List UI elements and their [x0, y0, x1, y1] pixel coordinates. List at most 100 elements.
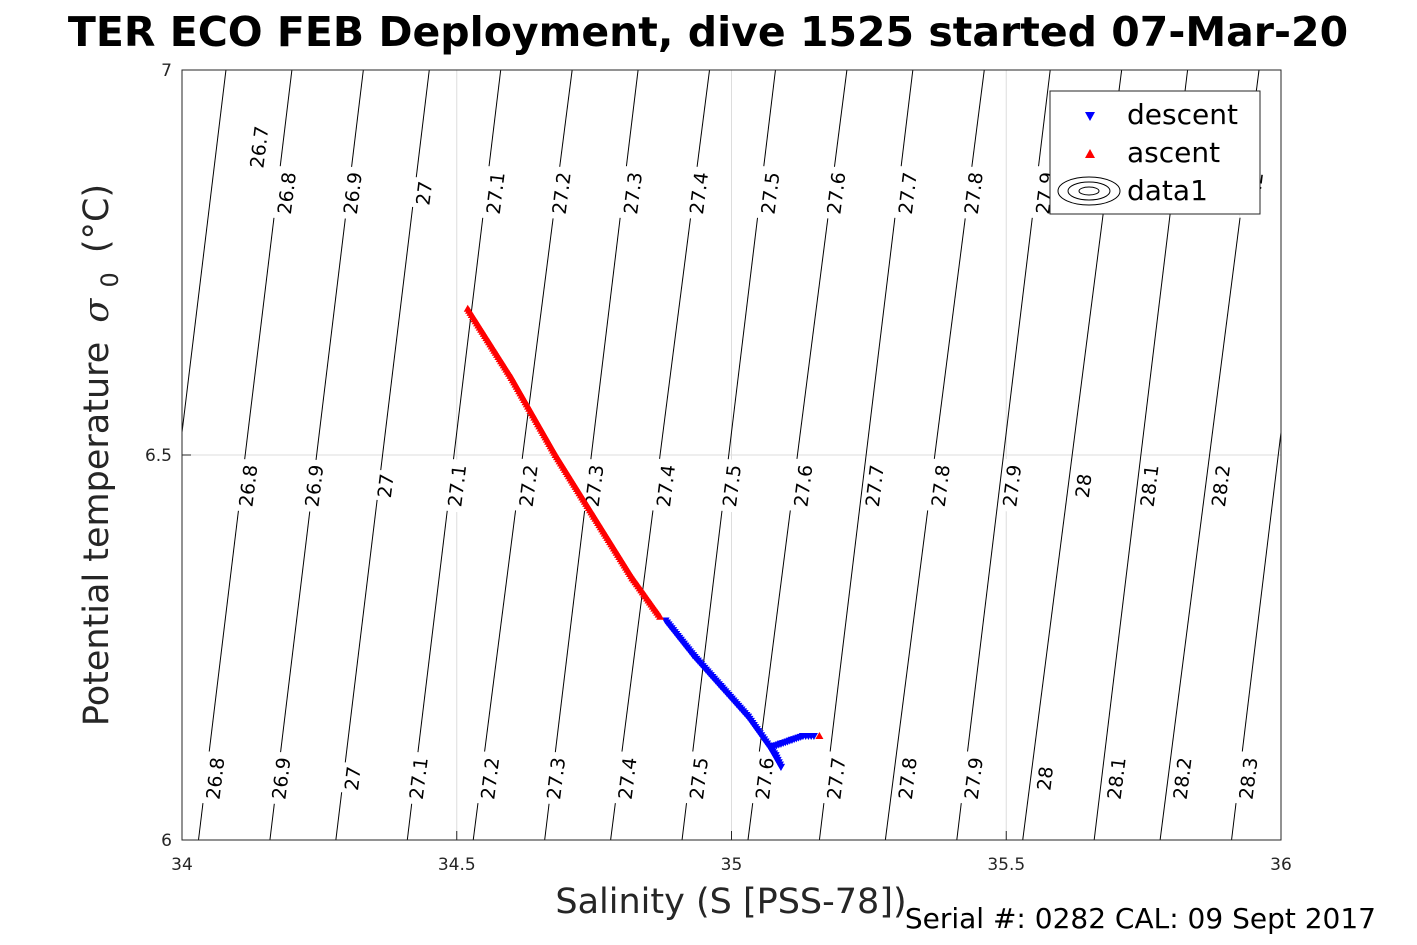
contour-label-bg	[1031, 762, 1058, 795]
serial-cal-footer: Serial #: 0282 CAL: 09 Sept 2017	[905, 902, 1376, 935]
contour-label-bg	[442, 458, 471, 513]
contour-label-bg	[651, 458, 680, 513]
contour-label: 27.8	[926, 458, 955, 513]
contour-label-text: 27.8	[961, 171, 988, 216]
contour-label-text: 27	[412, 180, 437, 207]
contour-label: 27.9	[959, 751, 988, 806]
contour-label-text: 27.6	[790, 464, 817, 509]
contour-label-text: 28.2	[1170, 756, 1197, 801]
contour-label-text: 27.8	[928, 464, 955, 509]
contour-label-text: 27.5	[719, 464, 746, 509]
contour-label-text: 27.4	[615, 756, 642, 801]
contour-label-bg	[1102, 751, 1131, 806]
contour-line	[182, 70, 227, 437]
contour-label: 28.2	[1206, 458, 1235, 513]
x-tick-label: 36	[1270, 855, 1292, 875]
contour-label-text: 28.3	[1236, 756, 1263, 801]
contour-label: 27.4	[651, 458, 680, 513]
contour-label-bg	[541, 751, 570, 806]
contour-label: 27.5	[755, 166, 785, 221]
contour-label: 28.2	[1168, 751, 1197, 806]
contour-label: 27.7	[893, 166, 922, 221]
contour-label-bg	[266, 751, 295, 806]
contour-label-text: 27.9	[961, 756, 988, 801]
contour-label-bg	[684, 166, 713, 221]
legend-ascent-marker	[1085, 149, 1095, 158]
contour-label-bg	[272, 166, 301, 221]
legend-ascent-label: ascent	[1127, 136, 1220, 169]
chart-title: TER ECO FEB Deployment, dive 1525 starte…	[68, 8, 1348, 56]
contour-label: 28	[1070, 469, 1097, 503]
contour-label-bg	[750, 751, 779, 806]
contour-label: 27.4	[613, 751, 642, 806]
contour-label-text: 27.4	[686, 171, 713, 216]
contour-label: 26.8	[233, 458, 262, 513]
contour-label-bg	[755, 166, 785, 221]
x-axis-ticks: 34 34.5 35 35.5 36	[171, 831, 1292, 875]
contour-label: 27.3	[618, 166, 647, 221]
contour-label: 26.7	[244, 119, 274, 175]
contour-label: 27.8	[893, 751, 922, 806]
x-tick-label: 35.5	[987, 855, 1025, 875]
contour-label: 27	[411, 176, 437, 210]
y-axis-label-text: Potential temperature	[77, 342, 117, 726]
contour-label: 28.1	[1102, 751, 1131, 806]
contour-label-bg	[411, 176, 437, 210]
contour-label: 27.5	[684, 751, 713, 806]
contour-label-bg	[1135, 458, 1164, 513]
contour-label-text: 27.4	[653, 464, 680, 509]
contour-label: 27.6	[821, 166, 850, 221]
x-tick-label: 34	[171, 855, 193, 875]
contour-label: 27.1	[442, 458, 471, 513]
contour-label: 26.8	[272, 166, 301, 221]
contour-label-text: 26.9	[340, 171, 367, 216]
contour-label: 27.6	[750, 751, 779, 806]
y-tick-label: 6.5	[145, 446, 172, 466]
contour-label: 27.1	[481, 166, 510, 221]
contour-label-bg	[684, 751, 713, 806]
contour-label-bg	[580, 458, 609, 513]
contour-label: 26.9	[266, 751, 295, 806]
contour-label: 26.9	[338, 166, 367, 221]
contour-label-text: 27.2	[477, 756, 504, 801]
contour-label-bg	[244, 119, 274, 175]
y-axis-ticks: 66.57	[145, 61, 191, 851]
contour-label-bg	[613, 751, 642, 806]
contour-label-text: 26.7	[246, 125, 273, 170]
legend-data1-label: data1	[1127, 174, 1208, 207]
contour-label-text: 27.6	[752, 756, 779, 801]
contour-label-text: 28.1	[1104, 756, 1131, 801]
y-axis-label-subscript: 0	[96, 272, 124, 287]
y-axis-label-symbol: σ	[77, 298, 117, 323]
contour-label-bg	[475, 751, 504, 806]
contour-label-bg	[959, 166, 988, 221]
contour-label-text: 27.2	[549, 171, 576, 216]
contour-label-text: 27.7	[862, 464, 889, 509]
contour-label-text: 27.3	[620, 171, 647, 216]
svg-text:Potential temperature σ: Potential temperature σ 0 (°C)	[77, 184, 127, 726]
contour-label-text: 27.5	[686, 756, 713, 801]
contour-label: 27.8	[959, 166, 988, 221]
contour-label-text: 26.8	[235, 464, 262, 509]
y-axis-label: Potential temperature σ 0 (°C)	[77, 184, 127, 726]
legend-descent-marker	[1085, 112, 1095, 121]
contour-label: 27.9	[997, 458, 1026, 513]
contour-label-bg	[860, 458, 889, 513]
contour-label-text: 26.9	[268, 756, 295, 801]
contour-label-bg	[547, 166, 576, 221]
contour-label: 27.7	[821, 751, 850, 806]
contour-label-text: 27.9	[999, 464, 1026, 509]
y-axis-label-unit: (°C)	[77, 184, 117, 253]
contour-label-text: 26.8	[202, 756, 229, 801]
contour-label-bg	[338, 166, 367, 221]
contour-label-bg	[372, 469, 399, 503]
descent-series	[661, 617, 818, 771]
contour-label-text: 27.6	[823, 171, 850, 216]
contour-label: 26.9	[299, 458, 328, 513]
contour-label-bg	[788, 458, 818, 513]
contour-label-bg	[1233, 751, 1263, 806]
contour-label: 27.4	[684, 166, 713, 221]
x-axis-label: Salinity (S [PSS-78])	[555, 882, 906, 922]
contour-label-bg	[821, 166, 850, 221]
contour-label: 27.1	[404, 751, 433, 806]
